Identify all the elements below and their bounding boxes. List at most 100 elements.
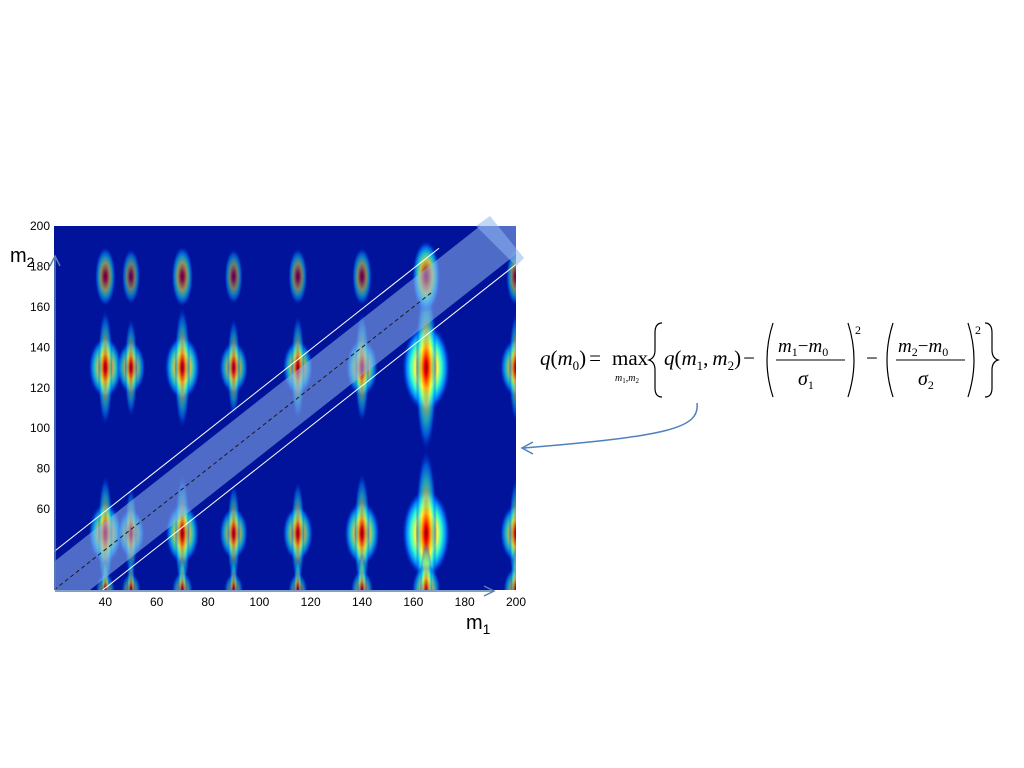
x-tick-label: 60 (150, 595, 164, 609)
heatmap-ridge (354, 472, 370, 590)
y-tick-label: 200 (30, 219, 50, 233)
x-tick-label: 40 (99, 595, 113, 609)
minus-sign-2: − (866, 346, 878, 370)
frac2-denominator: σ2 (918, 368, 934, 392)
heatmap-ridge (510, 546, 516, 590)
y-axis-label-sub: 2 (27, 254, 35, 270)
axes: 40 60 80 100 120 140 160 180 200 60 80 100 120 140 16… (30, 219, 526, 609)
frac1-num-b: m (808, 336, 822, 357)
frac1-sigma-sub: 1 (808, 378, 814, 392)
frac1-left-paren (766, 322, 774, 398)
equals-sign: = (589, 346, 601, 370)
frac2-num-b-sub: 0 (942, 345, 948, 359)
x-tick-label: 200 (506, 595, 526, 609)
frac2-num-b: m (928, 336, 942, 357)
term-q: q (664, 346, 675, 370)
x-tick-label: 180 (455, 595, 475, 609)
max-sub-1: 1 (622, 377, 626, 385)
x-tick-label: 140 (352, 595, 372, 609)
max-operator: max (612, 346, 649, 370)
x-axis-label-sub: 1 (483, 621, 491, 637)
max-sub-m2: m (628, 373, 635, 384)
heatmap-streak (121, 248, 141, 305)
heatmap-ridge (227, 483, 241, 583)
frac1-right-paren (847, 322, 855, 398)
lhs-m: m (558, 346, 573, 370)
equation-term-q: q(m1, m2)− (664, 346, 755, 373)
band-upper-line (54, 247, 440, 552)
heatmap-streak (171, 246, 194, 307)
lhs-paren-open: ( (551, 346, 558, 370)
x-tick-labels: 40 60 80 100 120 140 160 180 200 (99, 595, 527, 609)
heatmap-ridge (415, 449, 437, 590)
frac2-numerator: m2−m0 (898, 336, 948, 359)
heatmap-ridge (356, 552, 368, 590)
frac1-numerator: m1−m0 (778, 336, 828, 359)
band-center-dashed-line (54, 292, 432, 590)
x-axis-label-main: m (466, 612, 483, 634)
y-tick-label: 140 (30, 340, 50, 354)
lhs-sub: 0 (573, 358, 580, 373)
lhs-paren-close: ) (579, 346, 586, 370)
connector-arrowhead (520, 441, 534, 455)
max-sub-2: 2 (635, 377, 639, 385)
heatmap-ridge (293, 557, 303, 590)
heatmap-ridge (124, 318, 138, 417)
term-m2-sub: 2 (728, 358, 735, 373)
term-m1-sub: 1 (697, 358, 704, 373)
frac2-exponent: 2 (975, 323, 981, 337)
heatmap-ridge (174, 306, 191, 429)
diagonal-band (54, 226, 516, 590)
term-paren-open: ( (675, 346, 682, 370)
heatmap-streak (94, 246, 116, 307)
right-curly-brace (984, 322, 1000, 398)
max-sub-m1: m (615, 373, 622, 384)
left-curly-brace (647, 322, 663, 398)
frac2-sigma: σ (918, 368, 929, 390)
max-subscript: m1,m2 (615, 373, 639, 385)
x-tick-label: 160 (403, 595, 423, 609)
y-tick-label: 180 (30, 259, 50, 273)
y-tick-label: 60 (37, 502, 51, 516)
heatmap-ridge (227, 318, 241, 417)
frac1-num-b-sub: 0 (822, 345, 828, 359)
x-axis-label: m1 (466, 612, 491, 637)
diagonal-band-extension (476, 216, 524, 266)
frac2-minus: − (918, 336, 929, 357)
frac1-denominator: σ1 (798, 368, 814, 392)
y-tick-labels: 60 80 100 120 140 160 180 200 (30, 219, 50, 516)
heatmap-plot (54, 216, 524, 590)
term-paren-close: ) (734, 346, 741, 370)
lhs-q: q (540, 346, 551, 370)
minus-sign-1: − (743, 346, 755, 370)
frac2-left-paren (886, 322, 894, 398)
band-lower-line (101, 264, 516, 590)
heatmap-streak (352, 247, 372, 306)
heatmap-ridge (177, 554, 188, 590)
y-tick-label: 160 (30, 300, 50, 314)
y-axis-label-main: m (10, 245, 27, 267)
max-sub-sep: , (626, 373, 629, 384)
frac1-num-a: m (778, 336, 792, 357)
y-axis-arrowhead (49, 254, 61, 267)
x-tick-label: 80 (201, 595, 215, 609)
term-m1: m (682, 346, 697, 370)
term-sep: , (703, 346, 708, 370)
equation: q(m0) = max m1,m2 q(m1, m2)− m1−m0 σ1 2 − … (540, 322, 1000, 398)
x-axis-arrowhead (483, 585, 496, 597)
y-axis-label: m2 (10, 245, 35, 270)
frac2-right-paren (967, 322, 975, 398)
heatmap-ridge (97, 309, 113, 426)
heatmap-streak (224, 248, 243, 305)
heatmap-ridge (229, 557, 238, 590)
term-m2: m (712, 346, 727, 370)
heatmap-ridge (419, 540, 433, 590)
heatmap-streak (288, 248, 308, 305)
equation-lhs: q(m0) = (540, 346, 601, 373)
frac1-minus: − (798, 336, 809, 357)
y-tick-label: 100 (30, 421, 50, 435)
x-tick-label: 120 (301, 595, 321, 609)
frac1-sigma: σ (798, 368, 809, 390)
frac1-exponent: 2 (855, 323, 861, 337)
